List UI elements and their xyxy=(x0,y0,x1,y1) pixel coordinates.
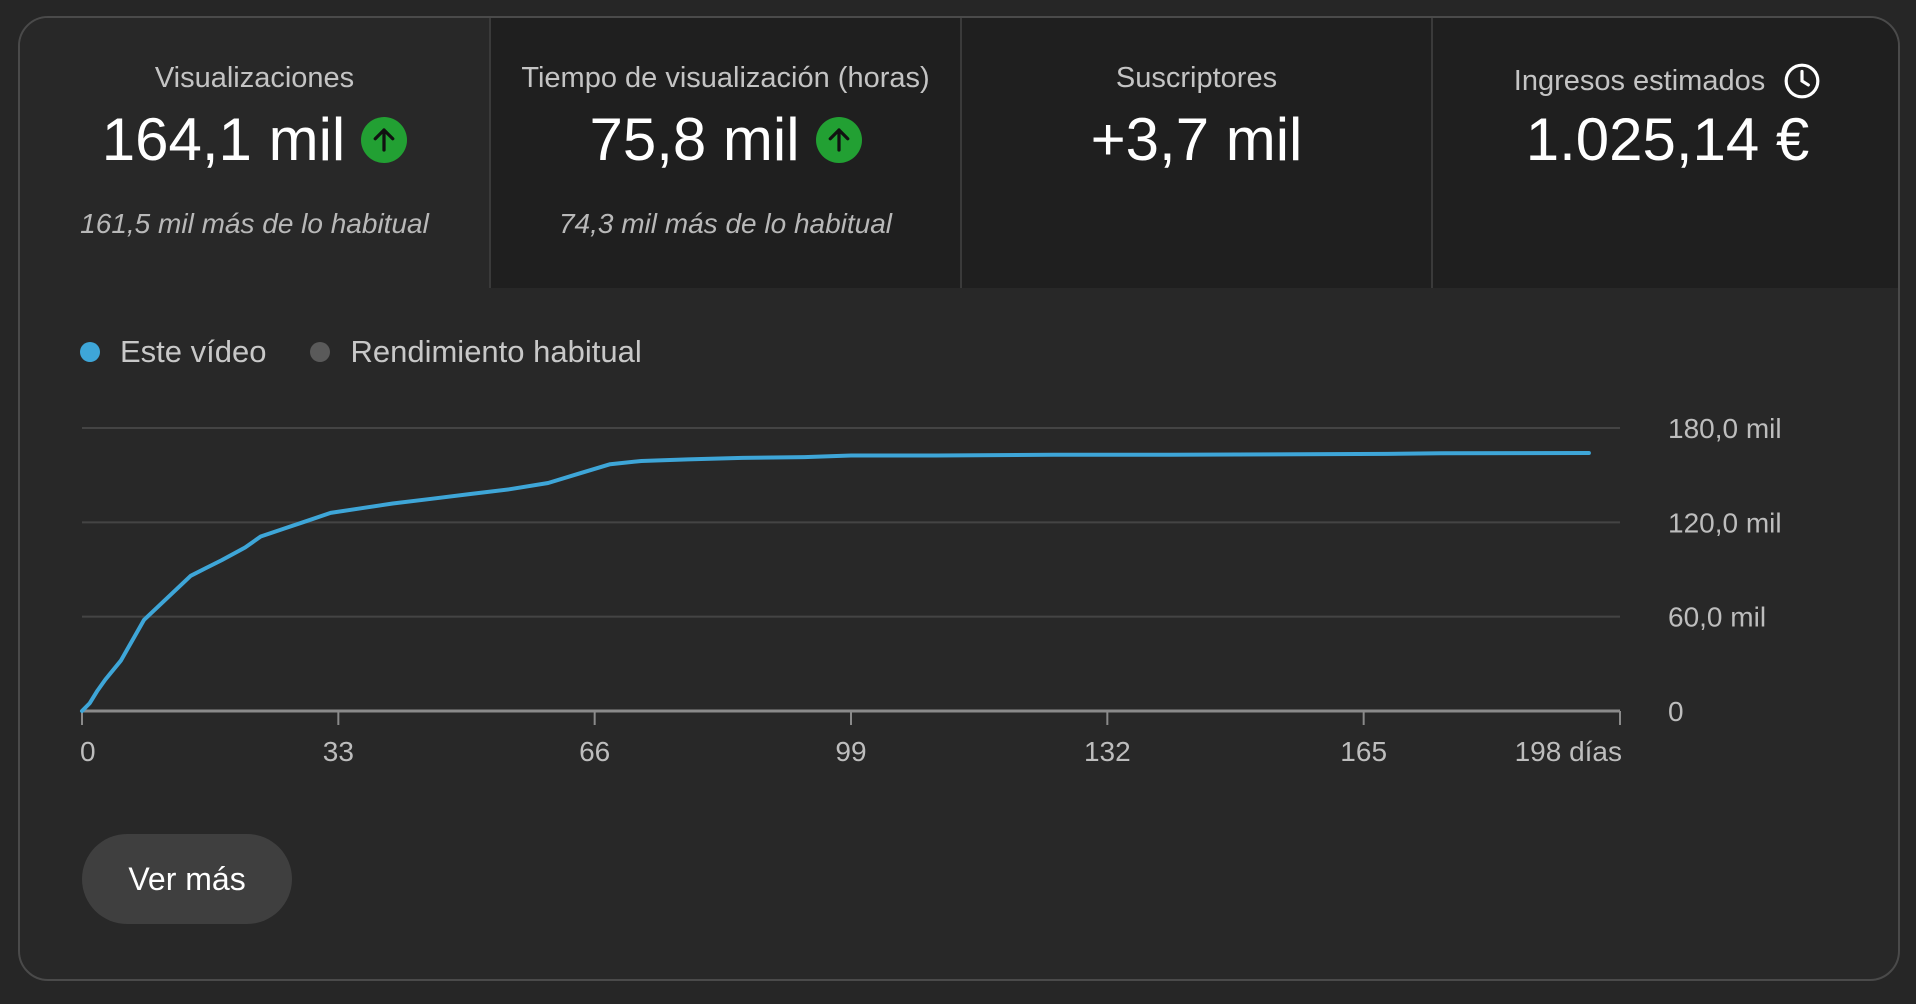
views-line-chart: 0 60,0 mil 120,0 mil 180,0 mil 0 33 66 99 132 165… xyxy=(80,413,1782,767)
metric-tab-views[interactable]: Visualizaciones 164,1 mil 161,5 mil más … xyxy=(20,18,491,288)
metric-value-row: 164,1 mil xyxy=(20,110,489,170)
metric-title: Visualizaciones xyxy=(20,62,489,95)
metric-title-label: Visualizaciones xyxy=(154,62,355,94)
metric-value-row: +3,7 mil xyxy=(962,110,1431,170)
legend-dot-icon xyxy=(310,342,331,362)
metric-title: Tiempo de visualización (horas) xyxy=(491,62,960,95)
metric-value: 164,1 mil xyxy=(101,106,346,173)
chart-legend: Este vídeo Rendimiento habitual xyxy=(80,334,686,370)
x-tick-label: 0 xyxy=(80,736,96,767)
legend-label: Rendimiento habitual xyxy=(350,334,642,369)
metric-value: +3,7 mil xyxy=(1090,106,1303,173)
metric-title: Ingresos estimados xyxy=(1433,62,1898,100)
metric-value: 1.025,14 € xyxy=(1525,106,1810,173)
y-tick-label: 120,0 mil xyxy=(1668,507,1782,538)
metric-title-label: Tiempo de visualización (horas) xyxy=(521,62,930,94)
see-more-button[interactable]: Ver más xyxy=(82,834,292,924)
x-tick-label: 66 xyxy=(579,736,610,767)
up-arrow-icon xyxy=(815,117,862,163)
x-tick-label: 165 xyxy=(1340,736,1387,767)
metric-comparison: 74,3 mil más de lo habitual xyxy=(558,208,893,239)
legend-item-this-video: Este vídeo xyxy=(80,334,266,370)
metric-value: 75,8 mil xyxy=(589,106,800,173)
y-tick-label: 0 xyxy=(1668,696,1684,727)
metric-tab-watch-time[interactable]: Tiempo de visualización (horas) 75,8 mil… xyxy=(491,18,962,288)
metrics-tabs: Visualizaciones 164,1 mil 161,5 mil más … xyxy=(20,18,1898,288)
metric-title-label: Suscriptores xyxy=(1115,62,1278,94)
legend-label: Este vídeo xyxy=(120,334,267,369)
legend-item-typical: Rendimiento habitual xyxy=(310,334,642,370)
metric-title-label: Ingresos estimados xyxy=(1513,64,1766,97)
legend-dot-icon xyxy=(80,342,100,362)
performance-card: Visualizaciones 164,1 mil 161,5 mil más … xyxy=(18,16,1900,981)
up-arrow-icon xyxy=(361,117,408,163)
metric-tab-revenue[interactable]: Ingresos estimados 1.025,14 € xyxy=(1433,18,1898,288)
metric-title: Suscriptores xyxy=(962,62,1431,95)
metric-comparison: 161,5 mil más de lo habitual xyxy=(80,208,429,239)
x-tick-label: 99 xyxy=(835,736,866,767)
y-tick-label: 180,0 mil xyxy=(1668,413,1782,444)
series-line-this-video xyxy=(80,451,1591,713)
clock-icon[interactable] xyxy=(1783,62,1821,100)
x-tick-label: 198 días xyxy=(1515,736,1622,767)
x-tick-label: 33 xyxy=(323,736,354,767)
metric-value-row: 75,8 mil xyxy=(491,110,960,170)
x-tick-label: 132 xyxy=(1084,736,1131,767)
y-tick-label: 60,0 mil xyxy=(1668,602,1766,633)
metric-tab-subscribers[interactable]: Suscriptores +3,7 mil xyxy=(962,18,1433,288)
metric-value-row: 1.025,14 € xyxy=(1433,106,1898,173)
